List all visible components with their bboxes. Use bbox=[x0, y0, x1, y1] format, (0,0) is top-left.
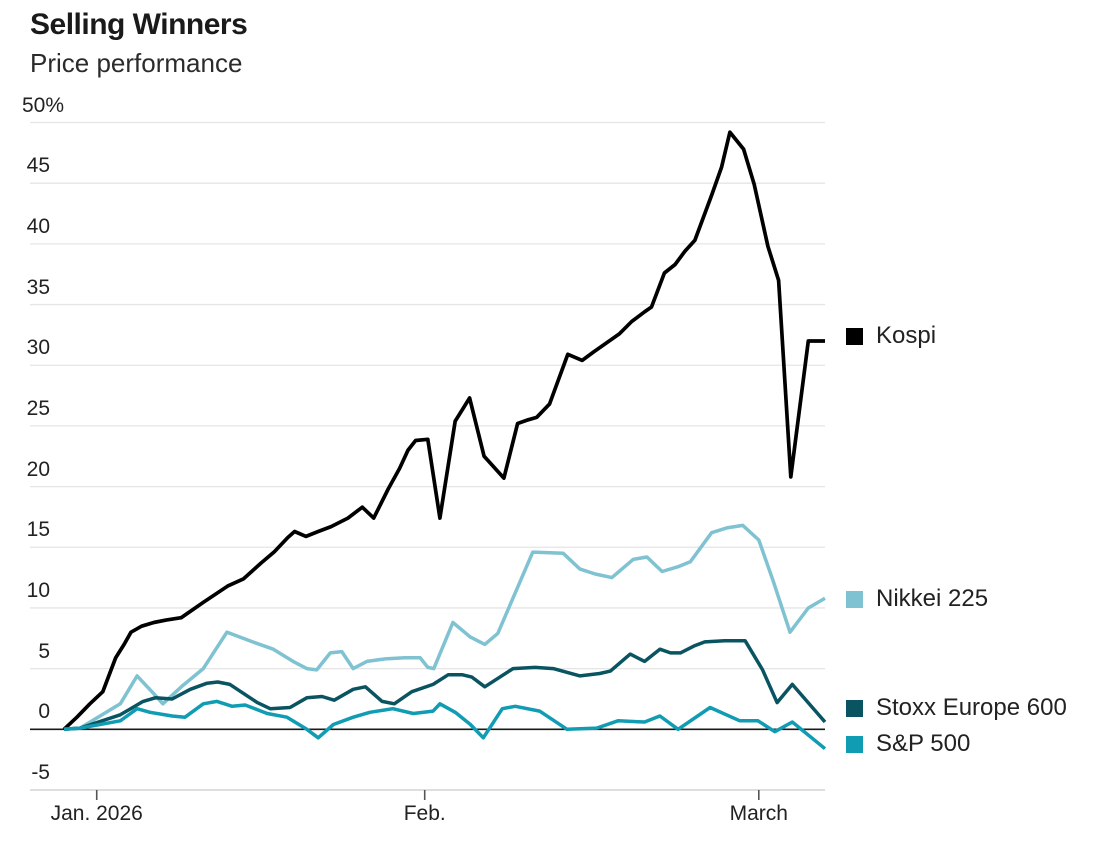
y-axis-label: 45 bbox=[26, 154, 50, 178]
y-axis-label: 30 bbox=[26, 336, 50, 360]
series-line-stoxx-europe-600 bbox=[63, 638, 827, 732]
y-axis-label: 40 bbox=[26, 214, 50, 238]
page-title: Selling Winners bbox=[30, 8, 248, 41]
legend-label: Nikkei 225 bbox=[876, 585, 989, 612]
y-axis-label: 15 bbox=[26, 518, 50, 542]
page-subtitle: Price performance bbox=[30, 48, 243, 78]
legend-item-kospi: Kospi bbox=[846, 322, 936, 350]
x-axis-label: Feb. bbox=[403, 802, 446, 825]
kospi-color-swatch-icon bbox=[846, 327, 863, 345]
stoxx-color-swatch-icon bbox=[846, 699, 863, 717]
series-line-kospi bbox=[62, 130, 825, 731]
nikkei-color-swatch-icon bbox=[846, 590, 863, 608]
y-axis-label: 10 bbox=[26, 578, 50, 602]
y-axis-label: 35 bbox=[26, 275, 50, 299]
y-axis-label: -5 bbox=[31, 761, 50, 784]
legend-label: Kospi bbox=[876, 322, 937, 349]
y-axis-label: 20 bbox=[26, 457, 50, 481]
legend-item-nikkei-225: Nikkei 225 bbox=[846, 585, 988, 613]
legend-label: Stoxx Europe 600 bbox=[876, 694, 1067, 721]
series-line-s-p-500 bbox=[63, 699, 827, 751]
legend-label: S&P 500 bbox=[876, 730, 971, 757]
sp500-color-swatch-icon bbox=[846, 735, 863, 753]
x-axis-label: March bbox=[729, 802, 788, 825]
legend-item-sp-500: S&P 500 bbox=[846, 730, 970, 758]
y-axis-label: 5 bbox=[38, 639, 50, 663]
x-axis-label: Jan. 2026 bbox=[50, 802, 143, 825]
y-axis-label: 25 bbox=[26, 396, 50, 420]
y-axis-label: 0 bbox=[38, 700, 50, 724]
legend-item-stoxx-europe-600: Stoxx Europe 600 bbox=[846, 694, 1067, 722]
y-axis-label: 50% bbox=[21, 93, 64, 117]
series-line-nikkei-225 bbox=[63, 523, 826, 732]
